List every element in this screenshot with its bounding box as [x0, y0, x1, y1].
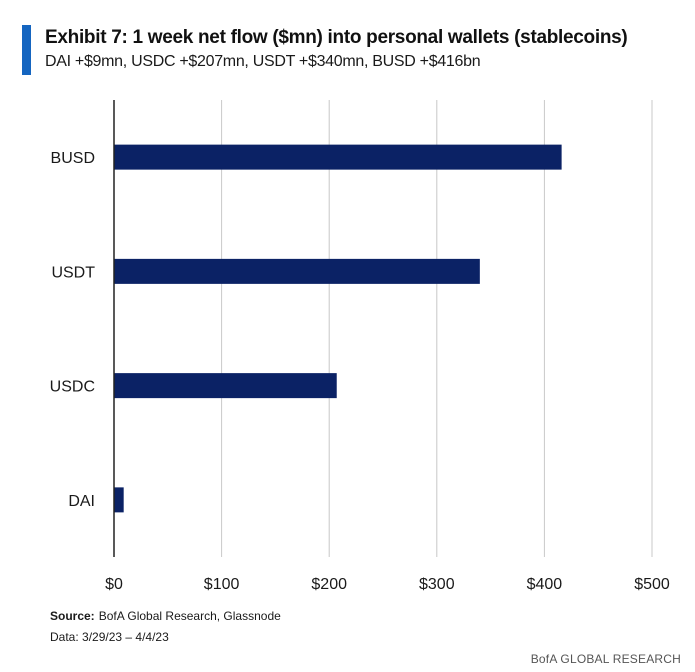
data-range-note: Data: 3/29/23 – 4/4/23: [50, 630, 169, 644]
bar-usdt: [114, 258, 480, 284]
source-label: Source:: [50, 609, 95, 623]
x-tick-label: $400: [527, 576, 563, 593]
chart-title: Exhibit 7: 1 week net flow ($mn) into pe…: [45, 27, 628, 48]
source-text: BofA Global Research, Glassnode: [98, 609, 281, 623]
bar-usdc: [114, 373, 337, 399]
x-tick-label: $500: [634, 576, 670, 593]
x-tick-label: $100: [204, 576, 240, 593]
brand-footer: BofA GLOBAL RESEARCH: [530, 652, 681, 666]
x-tick-label: $200: [311, 576, 347, 593]
category-label: BUSD: [51, 150, 95, 167]
grid-lines: [221, 100, 653, 557]
x-tick-label: $0: [105, 576, 123, 593]
bar-dai: [114, 487, 124, 513]
chart-subtitle: DAI +$9mn, USDC +$207mn, USDT +$340mn, B…: [45, 53, 481, 70]
category-label: USDT: [51, 264, 95, 281]
category-label: DAI: [68, 493, 95, 510]
category-label: USDC: [50, 379, 95, 396]
title-accent-bar: [22, 25, 31, 75]
bar-busd: [114, 144, 562, 170]
bar-chart: $0 $100 $200 $300 $400 $500 BUSD USDT USDC DAI: [50, 100, 670, 593]
source-note: Source: BofA Global Research, Glassnode: [50, 609, 281, 623]
bars: [114, 144, 562, 513]
x-tick-label: $300: [419, 576, 455, 593]
labels: $0 $100 $200 $300 $400 $500 BUSD USDT USDC DAI: [50, 150, 670, 593]
